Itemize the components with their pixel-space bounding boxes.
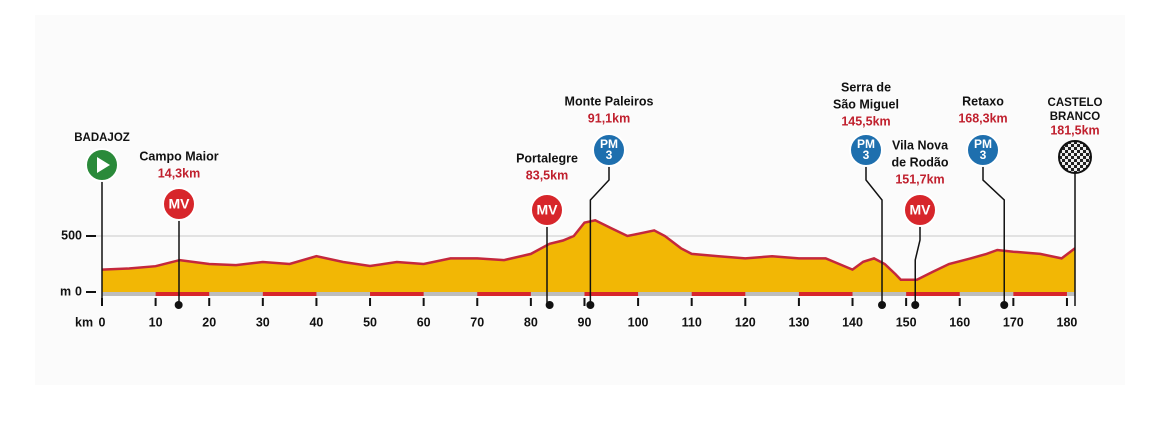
x-axis-red-segment (477, 292, 531, 296)
marker-text: PM (974, 137, 992, 151)
waypoint-dot (545, 301, 554, 309)
waypoint-dot (586, 301, 595, 309)
waypoint-dot (878, 301, 887, 309)
waypoint-name: Serra de (841, 80, 891, 94)
x-tick-label: 0 (99, 315, 106, 329)
y-tick-label: 0 (75, 284, 82, 298)
x-tick-label: 170 (1003, 315, 1024, 329)
y-axis-label: m (60, 284, 71, 298)
x-tick-label: 40 (309, 315, 323, 329)
waypoint-marker (1058, 140, 1092, 174)
marker-text: MV (910, 202, 932, 218)
x-tick-label: 100 (628, 315, 649, 329)
waypoint-km: 14,3km (158, 166, 200, 180)
waypoint-name: de Rodão (892, 155, 949, 169)
x-tick-label: 180 (1057, 315, 1078, 329)
waypoint-name: Portalegre (516, 151, 578, 165)
waypoint-dot (174, 301, 183, 309)
x-tick-label: 130 (788, 315, 809, 329)
x-axis-red-segment (906, 292, 960, 296)
waypoint-km: 83,5km (526, 168, 568, 182)
x-tick-label: 90 (578, 315, 592, 329)
waypoint-km: 181,5km (1050, 123, 1099, 137)
x-axis-red-segment (584, 292, 639, 296)
waypoint-name: BADAJOZ (74, 132, 130, 144)
x-tick-label: 60 (417, 315, 431, 329)
x-tick-label: 30 (256, 315, 270, 329)
marker-text: 3 (863, 148, 870, 162)
x-axis-red-segment (691, 292, 746, 296)
waypoint-marker (966, 133, 1000, 167)
x-tick-label: 80 (524, 315, 538, 329)
x-axis-red-segment (370, 292, 424, 296)
waypoint-name: CASTELO (1048, 97, 1103, 109)
waypoint-marker (162, 187, 196, 221)
waypoint-name: Monte Paleiros (565, 94, 654, 108)
waypoint-dot (1000, 301, 1009, 309)
waypoint-km: 168,3km (958, 111, 1007, 125)
x-axis-red-segment (262, 292, 317, 296)
waypoint-name: São Miguel (833, 97, 899, 111)
waypoint-marker (903, 193, 937, 227)
x-axis-label: km (75, 315, 93, 329)
waypoint-dot (911, 301, 920, 309)
waypoint-name: Vila Nova (892, 138, 949, 152)
start-arrow (97, 157, 110, 173)
marker-text: 3 (606, 148, 613, 162)
waypoint-km: 145,5km (841, 114, 890, 128)
x-axis-red-segment (798, 292, 853, 296)
x-tick-label: 20 (202, 315, 216, 329)
x-tick-label: 160 (949, 315, 970, 329)
x-tick-label: 50 (363, 315, 377, 329)
profile-line (101, 218, 1076, 281)
x-tick-label: 10 (149, 315, 163, 329)
profile-area (102, 220, 1075, 292)
x-tick-label: 140 (842, 315, 863, 329)
x-tick-label: 110 (682, 315, 702, 329)
x-tick-label: 120 (735, 315, 756, 329)
waypoint-marker (849, 133, 883, 167)
waypoint-km: 91,1km (588, 111, 630, 125)
y-tick-label: 500 (61, 228, 82, 242)
waypoint-marker (530, 193, 564, 227)
x-axis-red-segment (155, 292, 210, 296)
panel (35, 15, 1125, 385)
marker-text: PM (857, 137, 875, 151)
waypoint-name: BRANCO (1050, 111, 1101, 123)
waypoint-marker (592, 133, 626, 167)
waypoint-name: Campo Maior (139, 149, 218, 163)
marker-text: 3 (980, 148, 987, 162)
waypoint-km: 151,7km (895, 172, 944, 186)
x-tick-label: 150 (896, 315, 917, 329)
x-tick-label: 70 (470, 315, 484, 329)
marker-text: PM (600, 137, 618, 151)
waypoint-name: Retaxo (962, 94, 1004, 108)
marker-text: MV (537, 202, 559, 218)
marker-text: MV (169, 196, 191, 212)
x-axis-red-segment (1013, 292, 1067, 296)
